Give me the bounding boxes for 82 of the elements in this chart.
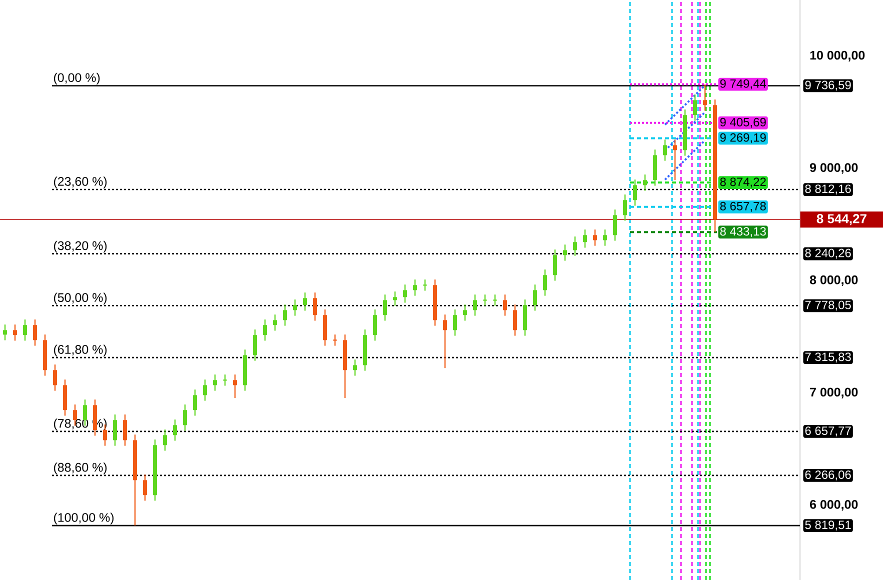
candlestick [273, 314, 278, 332]
y-tick-label: 7 000,00 [810, 388, 858, 398]
candlestick [263, 318, 268, 342]
candlestick [193, 388, 198, 416]
ref-line-label: 9 749,44 [720, 79, 766, 90]
ref-line-label: 8 657,78 [720, 202, 766, 212]
candlestick [383, 294, 388, 322]
ref-line-label: 9 736,59 [805, 80, 851, 91]
annotation: (0,00 %) [54, 72, 100, 85]
candlestick [283, 304, 288, 326]
ref-line-label: 7 315,83 [805, 352, 851, 363]
ref-line-label: 9 405,69 [720, 118, 766, 128]
ref-line-label: 5 819,51 [805, 520, 851, 531]
annotation: (61,80 %) [54, 344, 107, 356]
ref-line-label: 7 778,05 [805, 300, 851, 311]
ref-line-label: 8 812,16 [805, 184, 851, 194]
candlestick [293, 298, 298, 316]
candlestick [13, 324, 18, 342]
candlestick [393, 290, 398, 306]
candlestick [503, 294, 508, 316]
candlestick [603, 228, 608, 246]
ref-line-label: 9 269,19 [720, 133, 766, 144]
candlestick [633, 178, 638, 206]
candlestick [693, 94, 698, 122]
ref-line-label: 8 544,27 [816, 214, 866, 226]
candlestick [233, 374, 238, 399]
annotation: (88,60 %) [54, 462, 107, 474]
candlestick [332, 334, 338, 346]
candlestick [613, 208, 618, 242]
candlestick [473, 294, 478, 316]
candlestick [413, 278, 418, 296]
candlestick [623, 194, 628, 222]
candlestick [53, 364, 58, 392]
y-tick-label: 10 000,00 [810, 50, 865, 62]
candlestick [373, 308, 378, 342]
ref-line-label: 6 266,06 [805, 470, 851, 480]
candlestick [543, 268, 548, 296]
candlestick [643, 174, 648, 192]
candlestick [123, 414, 128, 446]
annotation: (38,20 %) [54, 240, 107, 253]
candlestick [593, 228, 598, 246]
ref-line-label: 8 433,13 [720, 227, 766, 238]
candlestick [482, 294, 488, 306]
candlestick [33, 318, 38, 346]
candlestick [3, 324, 8, 341]
candlestick [573, 236, 578, 256]
candlestick [703, 84, 708, 112]
candlestick [553, 248, 558, 282]
candlestick [443, 314, 448, 369]
candlestick [23, 318, 28, 342]
candlestick [563, 244, 568, 262]
candlestick [113, 414, 118, 446]
candlestick [463, 304, 468, 322]
candlestick [173, 418, 178, 442]
candlestick [403, 284, 408, 304]
candlestick [583, 228, 588, 248]
candlestick [222, 374, 228, 386]
candlestick [353, 358, 358, 376]
y-tick-label: 6 000,00 [810, 500, 858, 511]
candlestick [253, 328, 258, 362]
ref-line-label: 6 657,77 [805, 426, 851, 436]
candlestick [663, 138, 668, 162]
ref-line-label: 8 240,26 [805, 248, 851, 259]
candlestick [163, 428, 168, 452]
annotation: (100,00 %) [54, 512, 114, 524]
candlestick [513, 304, 518, 336]
candlestick [453, 308, 458, 336]
ref-line-label: 8 874,22 [720, 178, 766, 188]
candlestick [313, 292, 318, 322]
annotation: (50,00 %) [54, 292, 107, 304]
annotation: (23,60 %) [54, 176, 107, 188]
candlestick [303, 292, 308, 312]
candlestick [533, 284, 538, 312]
y-tick-label: 8 000,00 [810, 275, 858, 286]
candlestick [492, 294, 498, 306]
candlestick [422, 278, 428, 292]
y-tick-label: 9 000,00 [810, 163, 858, 174]
candlestick [203, 378, 208, 402]
candlestick [143, 474, 148, 502]
candlestick [673, 138, 678, 181]
candlestick [213, 374, 218, 392]
candlestick [183, 404, 188, 432]
